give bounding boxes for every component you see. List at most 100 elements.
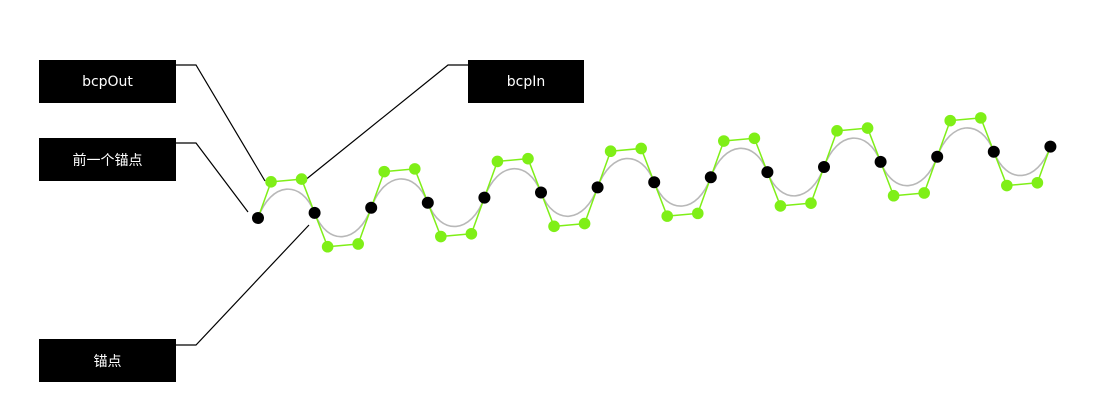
bcp-in-handle-line <box>300 178 316 214</box>
label-anchor: 锚点 <box>39 339 176 382</box>
bcp-in-point <box>408 163 421 175</box>
label-bcpin: bcpIn <box>468 60 584 103</box>
bcp-in-point <box>352 238 364 250</box>
bcp-out-handle-line <box>879 161 895 196</box>
label-bcpin-text: bcpIn <box>506 73 546 90</box>
curve-segment <box>823 137 882 168</box>
anchor-point-layer <box>252 140 1057 224</box>
bcp-in-handle-line <box>923 156 938 194</box>
anchor-point <box>987 145 1000 158</box>
bcp-out-point <box>604 145 617 158</box>
bcp-in-handle-line <box>697 176 712 214</box>
bcp-in-point <box>522 152 534 165</box>
bcp-in-point <box>861 122 874 134</box>
bcp-in-point <box>748 132 761 145</box>
bcp-out-point <box>774 200 787 212</box>
anchor-point <box>591 181 604 194</box>
bcp-out-point <box>378 165 391 178</box>
anchor-point <box>818 161 830 173</box>
bcp-out-point <box>831 125 843 137</box>
bcp-out-handle-line <box>483 161 499 198</box>
bcp-in-point <box>805 197 817 209</box>
anchor-point <box>704 171 717 184</box>
curve-segment <box>370 178 429 209</box>
bcp-out-handle-line <box>823 130 838 168</box>
bcp-out-point <box>491 155 504 168</box>
curve-segment <box>993 146 1052 177</box>
curve-segment <box>483 167 542 198</box>
leader-lines <box>176 64 468 346</box>
anchor-point <box>308 206 321 219</box>
bcp-in-point <box>635 142 647 155</box>
bcp-out-handle-line <box>370 171 385 209</box>
bcp-in-handle-line <box>470 197 486 235</box>
bcp-in-point <box>578 217 591 230</box>
bcp-in-point <box>974 112 987 124</box>
leader-line-bcpin <box>303 64 468 182</box>
leader-line-bcpout <box>176 64 266 182</box>
curve-segment <box>936 127 995 158</box>
bcp-out-point <box>548 220 560 233</box>
curve-segment <box>879 156 938 187</box>
anchor-point <box>252 212 264 224</box>
bcp-in-handle-line <box>1036 146 1052 184</box>
anchor-point <box>648 176 661 189</box>
bcp-in-handle-line <box>753 138 769 173</box>
label-bcpout: bcpOut <box>39 60 176 103</box>
bcp-out-handle-line <box>653 182 668 217</box>
bcp-in-point <box>1031 176 1044 189</box>
bcp-out-handle-line <box>596 150 612 188</box>
bcp-out-point <box>435 230 447 243</box>
curve-segment <box>427 197 486 228</box>
bcp-in-handle-line <box>810 166 825 204</box>
bcp-out-handle-line <box>710 140 725 178</box>
anchor-point <box>931 150 944 163</box>
bcp-out-point <box>321 240 334 253</box>
handle-layer <box>257 117 1052 248</box>
curve-layer <box>257 127 1052 238</box>
bcp-in-point <box>295 173 308 185</box>
bcp-in-handle-line <box>414 168 429 203</box>
anchor-point <box>1044 140 1057 153</box>
bcp-out-handle-line <box>427 202 442 237</box>
bcp-in-handle-line <box>640 148 655 183</box>
anchor-point <box>365 201 378 214</box>
bcp-out-point <box>265 176 277 188</box>
bcp-in-handle-line <box>866 127 882 163</box>
bcp-out-handle-line <box>257 181 272 219</box>
bcp-out-point <box>661 210 674 222</box>
anchor-point <box>478 191 491 204</box>
bcp-out-point <box>1001 179 1013 192</box>
bcp-in-point <box>465 227 478 240</box>
bcp-out-point <box>718 135 730 147</box>
label-previous-anchor-text: 前一个锚点 <box>72 152 143 169</box>
curve-segment <box>257 188 316 219</box>
bcp-out-point <box>944 114 957 127</box>
anchor-point <box>761 166 774 179</box>
anchor-point <box>535 186 547 199</box>
curve-segment <box>653 176 712 207</box>
anchor-point <box>421 196 434 209</box>
label-bcpout-text: bcpOut <box>82 73 133 90</box>
curve-segment <box>596 157 655 188</box>
bcp-out-handle-line <box>766 171 782 207</box>
bcp-out-point <box>887 189 900 202</box>
curve-segment <box>313 207 372 238</box>
bcp-in-point <box>691 207 704 220</box>
leader-line-previous-anchor <box>176 142 249 213</box>
leader-line-anchor <box>176 224 310 346</box>
bcp-in-handle-line <box>357 207 372 245</box>
label-previous-anchor: 前一个锚点 <box>39 138 176 181</box>
bcp-out-handle-line <box>313 212 329 247</box>
label-anchor-text: 锚点 <box>93 353 122 370</box>
control-point-layer <box>265 112 1044 253</box>
bcp-in-handle-line <box>527 158 542 193</box>
anchor-point <box>874 155 887 168</box>
bcp-out-handle-line <box>993 151 1008 186</box>
bcp-out-handle-line <box>540 192 555 227</box>
curve-segment <box>710 147 769 178</box>
bcp-in-handle-line <box>583 187 599 224</box>
bcp-in-point <box>918 187 930 199</box>
bcp-in-handle-line <box>980 117 995 152</box>
